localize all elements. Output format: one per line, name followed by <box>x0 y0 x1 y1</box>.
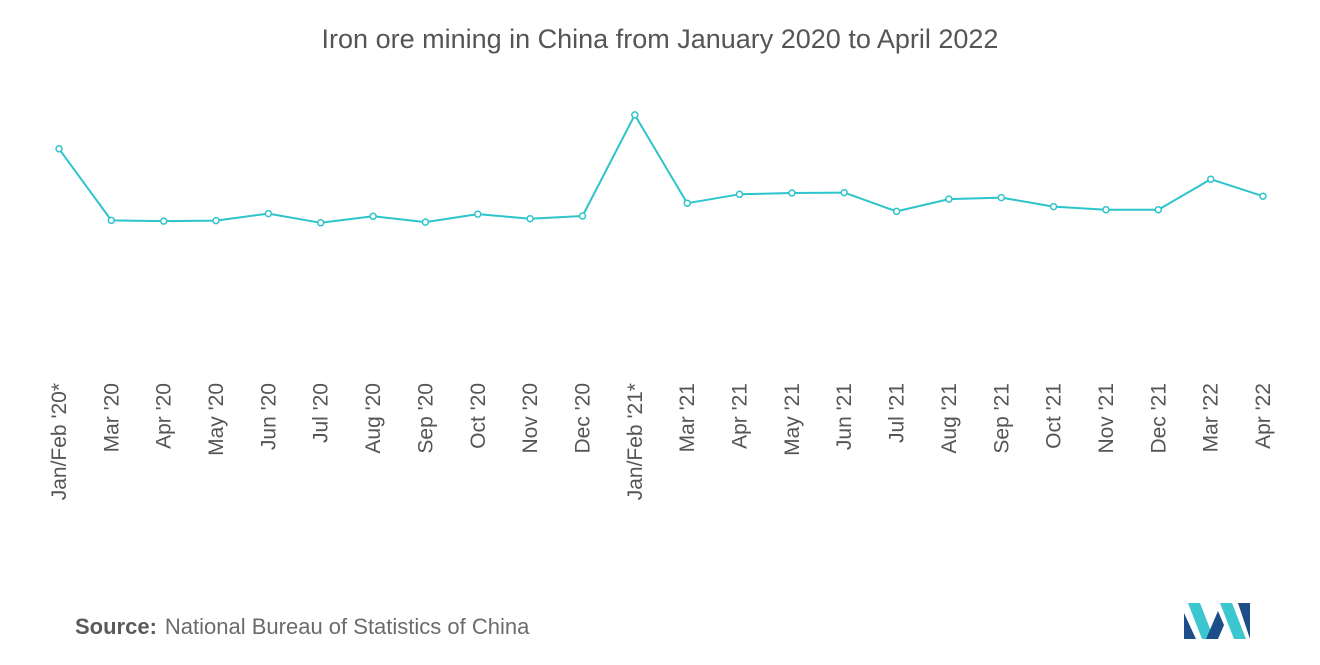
data-point <box>631 111 639 119</box>
x-tick-label: Dec '21 <box>1147 383 1170 454</box>
data-point <box>316 219 325 227</box>
data-point <box>55 145 63 153</box>
x-tick-label: Apr '20 <box>153 383 176 449</box>
x-tick-label: Mar '21 <box>676 383 699 452</box>
source-label: Source: <box>75 614 157 639</box>
x-tick-label: Dec '20 <box>572 383 595 454</box>
line-chart: Jan/Feb '20* Mar '20 Apr '20 May '20 Jun '20… <box>48 111 1275 500</box>
x-tick-label: Jan/Feb '21* <box>624 383 647 500</box>
data-point <box>788 189 796 197</box>
data-point <box>892 207 901 216</box>
x-tick-label: Aug '20 <box>362 383 385 454</box>
x-tick-label: May '21 <box>781 383 804 456</box>
data-point <box>212 216 220 225</box>
source-note: Source: National Bureau of Statistics of … <box>75 614 529 640</box>
x-tick-label: Jun '21 <box>833 383 856 450</box>
x-tick-label: Jun '20 <box>257 383 280 450</box>
data-point <box>945 195 953 203</box>
data-point <box>1154 205 1163 214</box>
source-text: National Bureau of Statistics of China <box>164 614 530 639</box>
x-tick-label: Oct '20 <box>467 383 490 449</box>
x-tick-label: May '20 <box>205 383 228 456</box>
data-point-group <box>55 111 1267 227</box>
series-line-group <box>58 113 1264 224</box>
data-point <box>107 216 116 225</box>
x-tick-label: Sep '20 <box>414 383 437 454</box>
x-tick-label: Jul '20 <box>310 383 333 443</box>
data-point <box>1102 205 1110 214</box>
data-point <box>264 209 273 218</box>
x-tick-label: Jan/Feb '20* <box>48 383 71 500</box>
series-line <box>58 113 1264 224</box>
data-point <box>159 217 168 225</box>
mordor-intelligence-logo-icon <box>1184 603 1250 639</box>
x-tick-label: Aug '21 <box>938 383 961 454</box>
x-tick-label: Apr '21 <box>729 383 752 449</box>
data-point <box>683 199 691 207</box>
data-point <box>735 190 744 199</box>
data-point <box>997 193 1006 202</box>
x-tick-label: Apr '22 <box>1252 383 1275 449</box>
data-point <box>840 188 848 197</box>
data-point <box>1206 175 1215 183</box>
x-tick-label: Nov '20 <box>519 383 542 454</box>
x-tick-label: Nov '21 <box>1095 383 1118 454</box>
data-point <box>1049 202 1058 211</box>
data-point <box>526 214 534 223</box>
x-tick-label: Mar '20 <box>100 383 123 452</box>
x-tick-label: Oct '21 <box>1043 383 1066 449</box>
data-point <box>369 212 377 221</box>
data-point <box>421 218 430 226</box>
x-axis-tick-labels: Jan/Feb '20* Mar '20 Apr '20 May '20 Jun '20… <box>48 383 1275 500</box>
chart-title: Iron ore mining in China from January 20… <box>321 24 999 54</box>
x-tick-label: Jul '21 <box>886 383 909 443</box>
data-point <box>474 210 482 218</box>
data-point <box>578 212 587 220</box>
x-tick-label: Sep '21 <box>990 383 1013 454</box>
data-point <box>1259 192 1267 200</box>
x-tick-label: Mar '22 <box>1200 383 1223 452</box>
